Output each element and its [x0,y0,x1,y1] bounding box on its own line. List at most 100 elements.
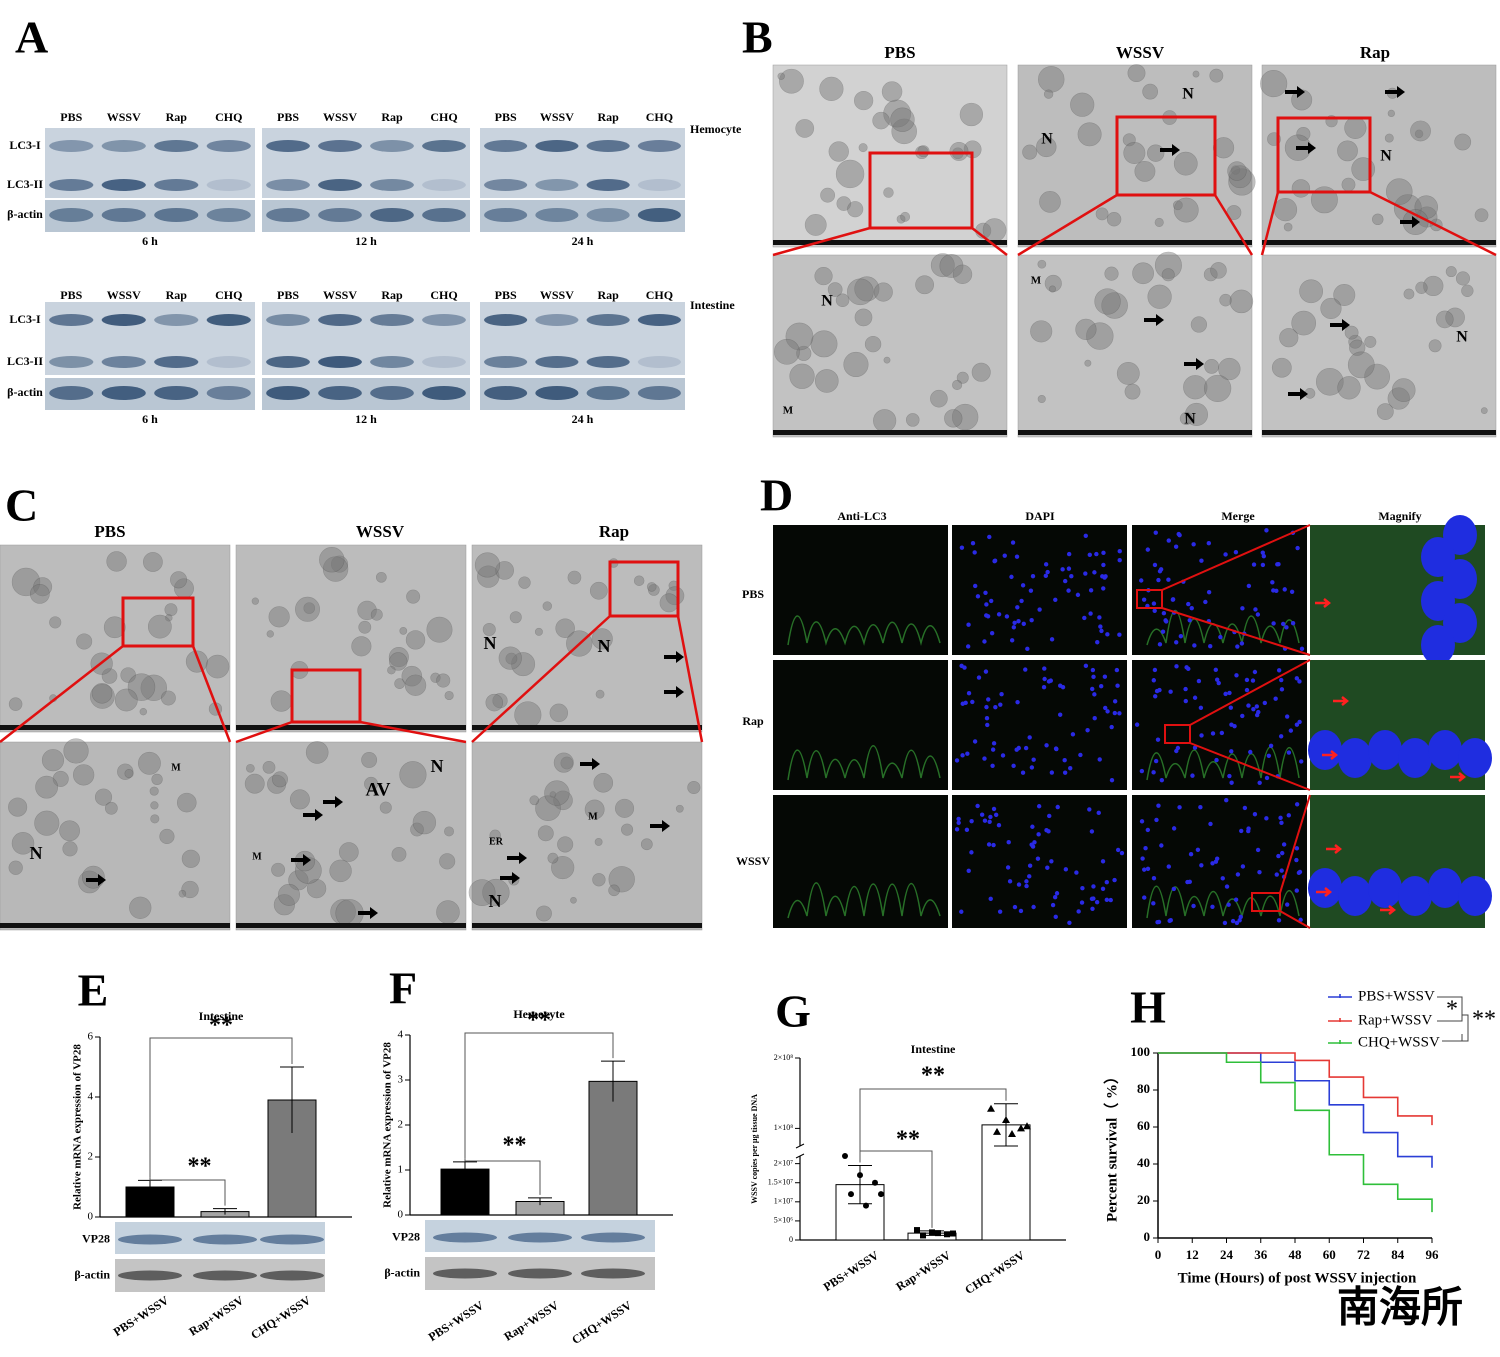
organelle [246,763,255,773]
nucleus [1160,629,1166,634]
nucleus [1114,667,1120,673]
nucleus [1012,904,1018,910]
organelle [394,678,405,689]
micrograph [1017,254,1253,438]
micrograph [235,741,467,931]
organelle [1260,69,1288,98]
blot-band [154,179,199,191]
nucleus [1278,734,1284,739]
nucleus [1105,709,1110,714]
nucleus [1246,583,1252,589]
lane-label: Rap [381,110,403,124]
nucleus [1232,723,1237,729]
nucleus [1238,914,1243,920]
significance-label: ** [896,1127,920,1153]
nucleus [982,818,988,823]
nucleus [1100,886,1106,891]
column-header: Rap [599,522,629,541]
nucleus [1239,641,1245,646]
nucleus [1155,737,1161,742]
organelle [1385,178,1413,205]
organelle [436,673,451,688]
significance-label: * [1446,997,1458,1023]
organelle [1049,285,1056,293]
blot-band [266,314,310,326]
nucleus [997,909,1003,914]
panel-label: H [1130,982,1166,1033]
nucleus [1007,879,1013,884]
organelle [835,159,865,189]
nucleus [1091,674,1096,680]
nucleus [982,756,987,761]
nucleus [1027,863,1033,868]
nucleus [954,827,960,832]
scale-strip [236,923,466,928]
x-tick-label: 72 [1357,1247,1370,1262]
nucleus [1203,599,1208,605]
nucleus [1134,722,1140,727]
nucleus [1458,738,1492,778]
organelle [777,72,785,80]
nucleus [1025,646,1030,652]
organelle [52,770,69,787]
nucleus [1242,805,1248,811]
nucleus [1250,678,1256,683]
organelle [322,556,349,582]
column-header: WSSV [356,522,405,541]
organelle [1348,334,1363,349]
organelle [1106,212,1122,227]
y-tick-label: 2×10⁷ [774,1158,794,1167]
blot-band [581,1232,645,1243]
organelle [1038,66,1065,93]
column-header: Merge [1221,509,1255,523]
nucleus [1285,902,1290,907]
organelle [835,293,850,307]
nucleus [1090,686,1095,692]
organelle [1415,281,1428,294]
arrow [303,809,323,821]
organelle [883,99,912,128]
column-header: DAPI [1025,509,1055,523]
nucleus [1011,763,1016,769]
organelle [1075,318,1097,340]
nucleus [1264,775,1270,781]
organelle [489,829,501,842]
nucleus [1297,679,1302,684]
data-point [929,1229,935,1236]
x-tick-label: 48 [1289,1247,1303,1262]
organelle [514,701,542,729]
organelle [120,667,136,683]
nucleus [1248,749,1253,755]
blot-band [535,179,579,191]
organelle [170,571,188,589]
blot-band [484,208,528,222]
nucleus [956,820,961,826]
nucleus [1153,694,1158,699]
lane-label: PBS [277,288,299,302]
organelle [944,409,963,428]
nucleus [1049,859,1054,864]
nucleus [1218,634,1223,640]
x-tick-label: 24 [1220,1247,1234,1262]
organelle [273,894,295,916]
organelle [482,878,510,907]
organelle [1279,328,1299,348]
micrograph [471,741,703,931]
blot-band [484,140,528,152]
fluorescence-image [773,795,948,928]
organelle [1190,316,1208,333]
organelle [1209,68,1224,83]
scale-strip [1262,430,1496,435]
nucleus [1066,551,1072,557]
nucleus [1299,759,1304,764]
nucleus [1206,589,1212,595]
nucleus [1210,731,1216,736]
nucleus [1117,632,1122,637]
nucleus [1097,615,1102,620]
nucleus [1145,827,1151,833]
nucleus [1098,624,1103,629]
time-label: 12 h [355,234,377,248]
nucleus [1005,865,1011,870]
blot-band [101,179,146,191]
